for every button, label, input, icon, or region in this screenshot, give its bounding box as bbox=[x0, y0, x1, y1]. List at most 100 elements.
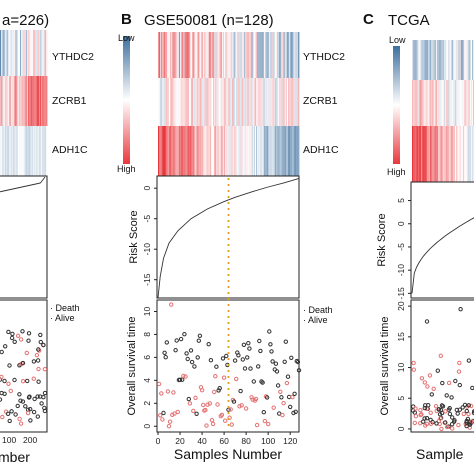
death-point bbox=[423, 423, 428, 428]
heatmap-cell bbox=[202, 78, 204, 126]
death-point bbox=[446, 380, 452, 386]
heatmap-cell bbox=[219, 78, 222, 126]
alive-point bbox=[467, 422, 473, 427]
heatmap-cell bbox=[254, 78, 257, 126]
heatmap-cell bbox=[45, 30, 48, 76]
heatmap-cell bbox=[35, 126, 37, 176]
heatmap-cell bbox=[28, 126, 30, 176]
death-point bbox=[237, 404, 242, 409]
heatmap-cell bbox=[186, 78, 189, 126]
alive-point bbox=[296, 368, 302, 373]
death-point bbox=[469, 403, 474, 409]
heatmap-cell bbox=[440, 80, 442, 126]
x-tick-label: 20 bbox=[175, 436, 185, 446]
heatmap-cell bbox=[425, 80, 428, 126]
heatmap-cell bbox=[270, 32, 272, 78]
alive-point bbox=[275, 383, 281, 388]
heatmap-cell bbox=[205, 126, 207, 176]
heatmap-cell bbox=[162, 78, 164, 126]
x-tick-label: 60 bbox=[219, 436, 229, 446]
heatmap-cell bbox=[24, 76, 27, 126]
heatmap-cell bbox=[438, 80, 440, 126]
heatmap-cell bbox=[257, 126, 259, 176]
heatmap-cell bbox=[213, 78, 215, 126]
heatmap-cell bbox=[17, 76, 20, 126]
heatmap-cell bbox=[195, 78, 197, 126]
heatmap-cell bbox=[15, 126, 17, 176]
alive-point bbox=[35, 358, 41, 363]
alive-point bbox=[189, 359, 195, 365]
heatmap-cell bbox=[459, 126, 462, 182]
alive-point bbox=[18, 398, 23, 403]
alive-point bbox=[440, 380, 445, 386]
death-point bbox=[201, 402, 206, 408]
death-point bbox=[181, 373, 186, 379]
heatmap-cell bbox=[435, 126, 438, 182]
heatmap-cell bbox=[173, 126, 175, 176]
heatmap-cell bbox=[459, 80, 462, 126]
heatmap-cell bbox=[296, 32, 299, 78]
heatmap-cell bbox=[413, 126, 415, 182]
heatmap-cell bbox=[221, 126, 224, 176]
heatmap-cell bbox=[457, 80, 459, 126]
heatmap-cell bbox=[191, 78, 193, 126]
heatmap-cell bbox=[36, 76, 39, 126]
heatmap-cell bbox=[286, 126, 289, 176]
heatmap-cell bbox=[251, 32, 254, 78]
heatmap-cell bbox=[12, 30, 15, 76]
heatmap-cell bbox=[175, 126, 178, 176]
heatmap-cell bbox=[466, 126, 468, 182]
heatmap-cell bbox=[468, 80, 471, 126]
heatmap-cell bbox=[238, 78, 240, 126]
heatmap-cell bbox=[231, 126, 234, 176]
heatmap-cell bbox=[436, 80, 439, 126]
death-point bbox=[25, 410, 31, 416]
heatmap-cell bbox=[264, 78, 267, 126]
heatmap-cell bbox=[205, 32, 207, 78]
heatmap-cell bbox=[263, 78, 266, 126]
heatmap-cell bbox=[414, 80, 416, 126]
heatmap-cell bbox=[273, 32, 276, 78]
heatmap-cell bbox=[270, 78, 272, 126]
alive-point bbox=[236, 353, 241, 358]
heatmap-cell bbox=[167, 32, 170, 78]
heatmap-cell bbox=[291, 126, 293, 176]
heatmap-cell bbox=[192, 126, 194, 176]
heatmap-cell bbox=[268, 126, 270, 176]
alive-point bbox=[195, 355, 200, 360]
heatmap-cell bbox=[206, 126, 208, 176]
death-point bbox=[223, 418, 228, 423]
heatmap-cell bbox=[416, 126, 419, 182]
heatmap-cell bbox=[269, 32, 271, 78]
death-point bbox=[213, 374, 218, 379]
heatmap-cell bbox=[431, 80, 433, 126]
panel-c-survival-frame bbox=[410, 299, 474, 433]
heatmap-cell bbox=[264, 32, 267, 78]
heatmap-cell bbox=[38, 126, 41, 176]
heatmap-cell bbox=[435, 40, 438, 80]
heatmap-cell bbox=[21, 126, 23, 176]
alive-point bbox=[20, 360, 26, 366]
death-point bbox=[450, 426, 455, 431]
heatmap-cell bbox=[199, 32, 202, 78]
heatmap-cell bbox=[285, 32, 288, 78]
heatmap-cell bbox=[180, 78, 182, 126]
heatmap-cell bbox=[7, 30, 9, 76]
heatmap-cell bbox=[237, 32, 239, 78]
heatmap-cell bbox=[36, 30, 39, 76]
heatmap-cell bbox=[450, 80, 453, 126]
heatmap-cell bbox=[260, 126, 262, 176]
heatmap-cell bbox=[32, 126, 35, 176]
heatmap-cell bbox=[164, 32, 167, 78]
alive-point bbox=[232, 358, 238, 363]
heatmap-cell bbox=[412, 80, 414, 126]
death-point bbox=[207, 401, 213, 406]
heatmap-cell bbox=[22, 76, 24, 126]
heatmap-cell bbox=[239, 126, 242, 176]
heatmap-cell bbox=[178, 32, 181, 78]
heatmap-cell bbox=[423, 40, 425, 80]
death-point bbox=[159, 391, 164, 396]
panel-b-letter: B bbox=[121, 11, 132, 28]
alive-point bbox=[5, 411, 11, 416]
alive-point bbox=[460, 405, 465, 410]
